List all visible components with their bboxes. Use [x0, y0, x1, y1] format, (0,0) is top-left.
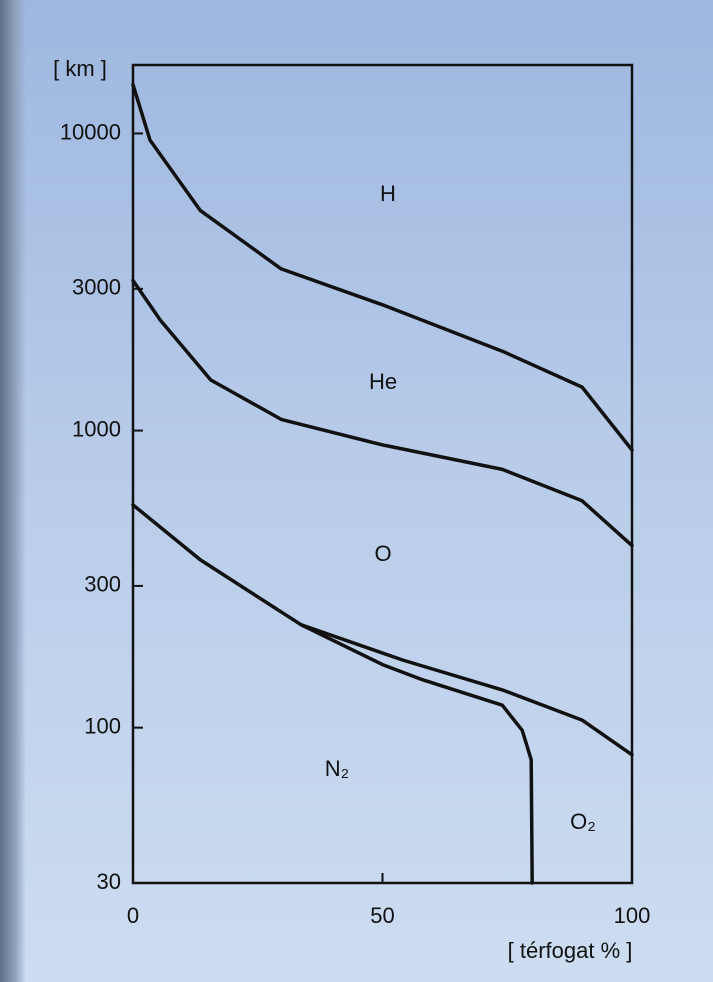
page: {"chart_data": { "type": "line", "y_labe…	[0, 0, 713, 982]
region-label: He	[369, 369, 397, 394]
boundary-curve	[133, 85, 632, 450]
region-label: N₂	[325, 756, 349, 781]
y-tick-label: 3000	[72, 275, 121, 300]
y-tick-label: 1000	[72, 416, 121, 441]
x-tick-label: 50	[370, 903, 394, 928]
y-tick-label: 100	[84, 713, 121, 738]
boundary-curve	[133, 281, 632, 546]
y-axis-label: [ km ]	[53, 56, 107, 81]
y-tick-label: 30	[97, 869, 121, 894]
x-tick-label: 100	[614, 903, 651, 928]
region-label: O	[374, 541, 391, 566]
region-label: H	[380, 181, 396, 206]
y-tick-label: 300	[84, 572, 121, 597]
region-label: O₂	[570, 809, 596, 834]
chart: [ km ] [ térfogat % ] 301003001000300010…	[0, 0, 713, 982]
x-tick-label: 0	[127, 903, 139, 928]
x-axis-label: [ térfogat % ]	[508, 938, 633, 963]
y-tick-label: 10000	[60, 119, 121, 144]
